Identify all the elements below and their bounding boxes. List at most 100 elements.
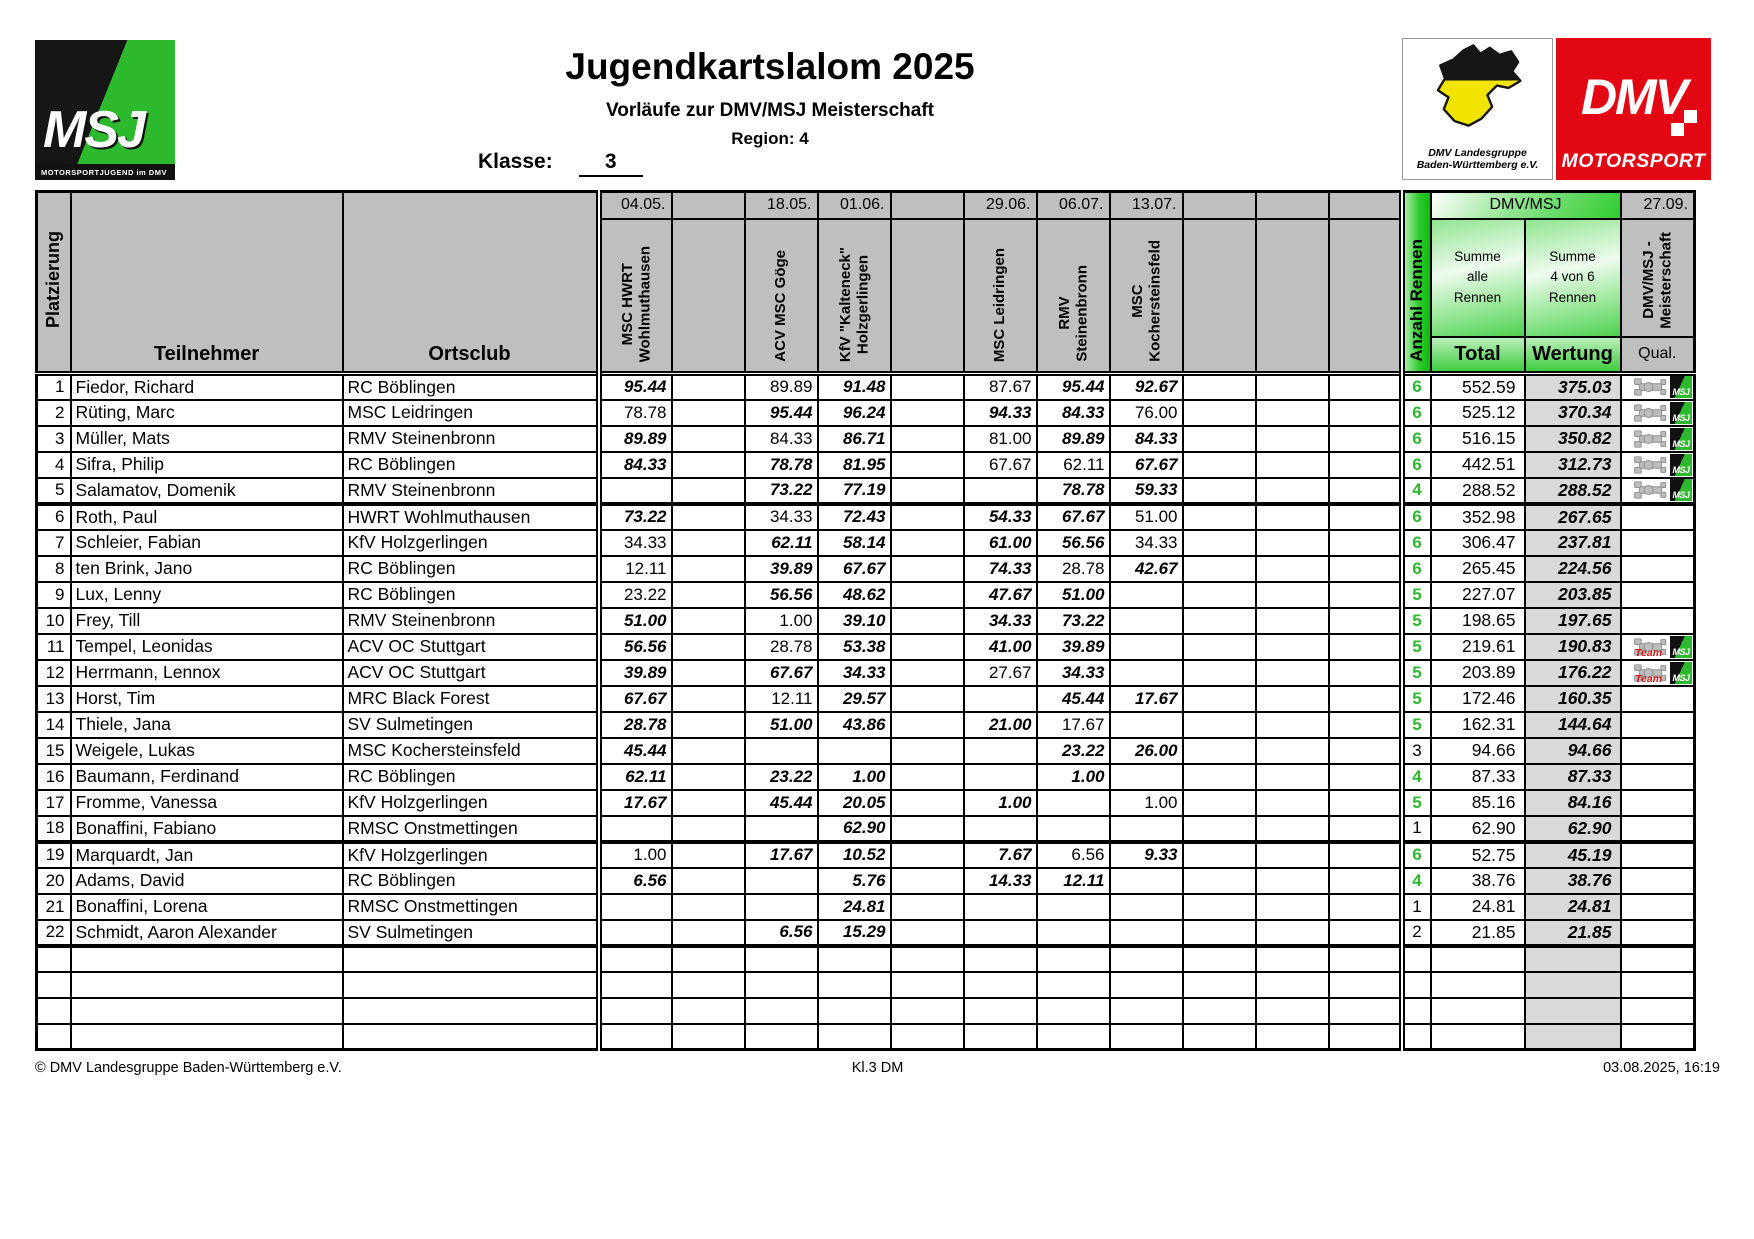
header-sublabels-row: Total Wertung Qual. bbox=[37, 335, 1696, 375]
race-score-cell bbox=[595, 814, 673, 844]
results-body: Platzierung Teilnehmer Ortsclub 04.05. 18… bbox=[35, 190, 1696, 1051]
race-score-cell bbox=[1327, 528, 1403, 557]
race-score-cell bbox=[1327, 450, 1403, 479]
race-score-cell bbox=[962, 762, 1038, 791]
race-club-header: KfV "Kalteneck" Holzgerlingen bbox=[816, 217, 892, 375]
race-score-cell: 20.05 bbox=[816, 788, 892, 817]
wertung-points-cell: 160.35 bbox=[1523, 684, 1622, 713]
race-score-cell bbox=[1327, 788, 1403, 817]
total-points-cell: 352.98 bbox=[1429, 502, 1526, 531]
race-score-cell bbox=[1254, 424, 1330, 453]
wertung-points-cell: 24.81 bbox=[1523, 892, 1622, 921]
race-score-cell: 73.22 bbox=[595, 502, 673, 531]
races-count-cell: 5 bbox=[1398, 658, 1432, 687]
race-score-cell: 17.67 bbox=[743, 840, 819, 869]
total-points-cell: 219.61 bbox=[1429, 632, 1526, 661]
qual-cell bbox=[1619, 762, 1696, 791]
race-score-cell bbox=[889, 658, 965, 687]
race-score-cell bbox=[670, 450, 746, 479]
race-score-cell bbox=[670, 658, 746, 687]
rank-cell: 8 bbox=[35, 554, 72, 583]
qual-cell: MSJ bbox=[1619, 371, 1696, 401]
race-date: 04.05. bbox=[595, 190, 673, 220]
race-score-cell bbox=[1327, 502, 1403, 531]
total-points-cell: 172.46 bbox=[1429, 684, 1526, 713]
race-score-cell bbox=[743, 970, 819, 999]
race-score-cell bbox=[1254, 606, 1330, 635]
race-score-cell bbox=[1327, 736, 1403, 765]
qual-cell bbox=[1619, 502, 1696, 531]
race-score-cell bbox=[1181, 502, 1257, 531]
race-score-cell: 95.44 bbox=[743, 398, 819, 427]
race-score-cell: 17.67 bbox=[1108, 684, 1184, 713]
race-score-cell bbox=[1254, 1022, 1330, 1051]
race-club-header bbox=[889, 217, 965, 375]
table-row: 6 Roth, Paul HWRT Wohlmuthausen 73.22 34… bbox=[35, 502, 1696, 531]
race-club-label: KfV "Kalteneck" Holzgerlingen bbox=[836, 246, 871, 362]
qual-badges: MSJ bbox=[1623, 378, 1692, 398]
race-club-header: MSC Kochersteinsfeld bbox=[1108, 217, 1184, 375]
race-score-cell bbox=[1254, 632, 1330, 661]
race-score-cell bbox=[1327, 476, 1403, 506]
table-row: 13 Horst, Tim MRC Black Forest 67.67 12.… bbox=[35, 684, 1696, 713]
race-score-cell bbox=[670, 892, 746, 921]
table-row: 17 Fromme, Vanessa KfV Holzgerlingen 17.… bbox=[35, 788, 1696, 817]
race-score-cell: 1.00 bbox=[962, 788, 1038, 817]
table-row: 18 Bonaffini, Fabiano RMSC Onstmettingen… bbox=[35, 814, 1696, 844]
msj-badge-icon: MSJ bbox=[1670, 427, 1692, 450]
race-score-cell bbox=[670, 398, 746, 427]
table-row: 4 Sifra, Philip RC Böblingen 84.33 78.78… bbox=[35, 450, 1696, 479]
wertung-points-cell: 267.65 bbox=[1523, 502, 1622, 531]
race-score-cell: 84.33 bbox=[1108, 424, 1184, 453]
participant-name-cell bbox=[69, 996, 344, 1025]
rank-cell: 5 bbox=[35, 476, 72, 506]
qual-cell bbox=[1619, 892, 1696, 921]
platzierung-header-label: Platzierung bbox=[43, 230, 64, 328]
race-score-cell bbox=[1108, 580, 1184, 609]
race-score-cell: 34.33 bbox=[962, 606, 1038, 635]
race-score-cell: 56.56 bbox=[595, 632, 673, 661]
race-club-header bbox=[670, 217, 746, 375]
table-row bbox=[35, 944, 1696, 973]
race-score-cell bbox=[1035, 996, 1111, 1025]
summe-4von6-header: Summe 4 von 6 Rennen bbox=[1523, 217, 1622, 338]
rank-cell: 7 bbox=[35, 528, 72, 557]
races-count-cell: 6 bbox=[1398, 398, 1432, 427]
rank-cell: 17 bbox=[35, 788, 72, 817]
table-row: 19 Marquardt, Jan KfV Holzgerlingen 1.00… bbox=[35, 840, 1696, 869]
race-score-cell bbox=[743, 996, 819, 1025]
qual-cell bbox=[1619, 606, 1696, 635]
wertung-points-cell: 45.19 bbox=[1523, 840, 1622, 869]
race-score-cell bbox=[1181, 710, 1257, 739]
total-points-cell bbox=[1429, 1022, 1526, 1051]
race-score-cell: 1.00 bbox=[1035, 762, 1111, 791]
race-score-cell bbox=[1327, 658, 1403, 687]
race-date-final: 27.09. bbox=[1619, 190, 1696, 220]
table-row: 16 Baumann, Ferdinand RC Böblingen 62.11… bbox=[35, 762, 1696, 791]
total-points-cell bbox=[1429, 996, 1526, 1025]
table-row: 22 Schmidt, Aaron Alexander SV Sulmeting… bbox=[35, 918, 1696, 948]
rank-cell: 3 bbox=[35, 424, 72, 453]
total-points-cell: 203.89 bbox=[1429, 658, 1526, 687]
ortsclub-cell: RC Böblingen bbox=[341, 371, 600, 401]
wertung-points-cell: 375.03 bbox=[1523, 371, 1622, 401]
race-club-label: MSC Kochersteinsfeld bbox=[1128, 240, 1163, 362]
rank-cell: 20 bbox=[35, 866, 72, 895]
races-count-cell bbox=[1398, 1022, 1432, 1051]
race-score-cell: 45.44 bbox=[743, 788, 819, 817]
race-score-cell: 56.56 bbox=[743, 580, 819, 609]
race-score-cell bbox=[670, 866, 746, 895]
total-points-cell: 62.90 bbox=[1429, 814, 1526, 844]
race-score-cell bbox=[889, 371, 965, 401]
race-score-cell bbox=[1035, 944, 1111, 973]
platzierung-header: Platzierung bbox=[35, 190, 72, 375]
wertung-points-cell: 176.22 bbox=[1523, 658, 1622, 687]
race-club-label: MSC HWRT Wohlmuthausen bbox=[618, 245, 653, 362]
race-score-cell bbox=[889, 1022, 965, 1051]
ortsclub-cell: KfV Holzgerlingen bbox=[341, 788, 600, 817]
race-score-cell bbox=[1181, 371, 1257, 401]
race-score-cell bbox=[816, 736, 892, 765]
race-score-cell bbox=[670, 1022, 746, 1051]
race-score-cell bbox=[1181, 970, 1257, 999]
race-score-cell: 45.44 bbox=[1035, 684, 1111, 713]
